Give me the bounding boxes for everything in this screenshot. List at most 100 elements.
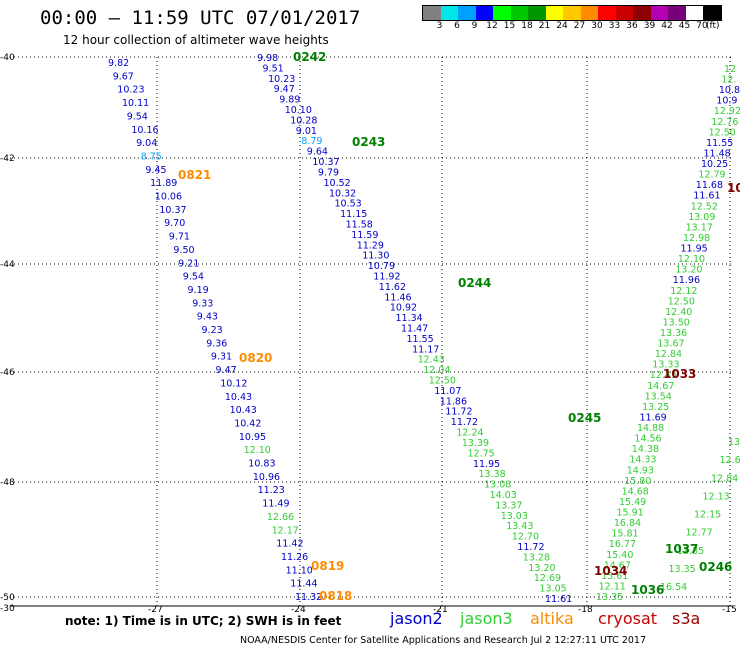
wave-height-point: 12 xyxy=(724,64,736,75)
track-points: 9.82 9.67 10.23 10.11 9.54 10.16 9.04 8.75 9.45 1… xyxy=(108,53,740,605)
wave-height-point: 10.06 xyxy=(155,192,182,203)
wave-height-point: 12.50 xyxy=(709,127,736,138)
wave-height-point: 10.37 xyxy=(312,157,339,168)
wave-height-point: 10.23 xyxy=(117,85,144,96)
color-scale-tick-label: 18 xyxy=(521,21,533,31)
latitude-label: -42 xyxy=(0,154,15,164)
wave-height-point: 12.11 xyxy=(599,581,626,592)
color-scale-tick-label: 36 xyxy=(626,21,638,31)
wave-height-point: 11.46 xyxy=(384,292,411,303)
wave-height-point: 9.89 xyxy=(279,95,300,106)
longitude-label: -21 xyxy=(433,605,448,615)
wave-height-point: 12.77 xyxy=(686,528,713,539)
wave-height-point: 8.79 xyxy=(301,136,322,147)
pass-time-label: 1033 xyxy=(663,367,696,381)
wave-height-point: 12.50 xyxy=(429,376,456,387)
wave-height-point: 13.20 xyxy=(675,265,702,276)
wave-height-point: 10.42 xyxy=(234,419,261,430)
color-scale-tick-label: 42 xyxy=(661,21,673,31)
color-scale-unit: (ft) xyxy=(706,21,720,31)
wave-height-point: 14.03 xyxy=(490,490,517,501)
color-swatch xyxy=(563,6,581,20)
wave-height-point: 11.49 xyxy=(262,499,289,510)
wave-height-point: 11.86 xyxy=(440,396,467,407)
wave-height-point: 15.81 xyxy=(611,529,638,540)
wave-height-point: 9.51 xyxy=(263,63,284,74)
wave-height-point: 10.96 xyxy=(253,472,280,483)
wave-height-point: 12.76 xyxy=(711,117,738,128)
wave-height-point: 9.71 xyxy=(169,232,190,243)
wave-height-point: 14.67 xyxy=(647,381,674,392)
wave-height-point: 9.31 xyxy=(211,352,232,363)
wave-height-point: 11.26 xyxy=(281,552,308,563)
wave-height-point: 10.11 xyxy=(122,98,149,109)
wave-height-point: 13.17 xyxy=(686,222,713,233)
wave-height-point: 9.79 xyxy=(318,167,339,178)
wave-height-point: 12.92 xyxy=(714,106,740,117)
map-subtitle: 12 hour collection of altimeter wave hei… xyxy=(63,33,329,47)
wave-height-point: 13.33 xyxy=(652,360,679,371)
note-text: note: 1) Time is in UTC; 2) SWH is in fe… xyxy=(65,614,342,628)
wave-height-point: 9.21 xyxy=(178,258,199,269)
wave-height-point: 10.16 xyxy=(131,125,158,136)
pass-time-label: 0242 xyxy=(293,50,326,64)
wave-height-point: 12.79 xyxy=(698,170,725,181)
lat-lon-grid xyxy=(10,56,732,607)
wave-height-point: 11.34 xyxy=(396,313,423,324)
wave-height-point: 14.67 xyxy=(604,560,631,571)
wave-height-point: 9.47 xyxy=(216,365,237,376)
wave-height-point: 11.07 xyxy=(434,386,461,397)
wave-height-point: 13.54 xyxy=(645,391,672,402)
wave-height-point: 12.75 xyxy=(468,448,495,459)
wave-height-point: 9.70 xyxy=(164,218,185,229)
wave-height-point: 9.54 xyxy=(183,272,204,283)
wave-height-point: 13.03 xyxy=(501,511,528,522)
wave-height-point: 12.52 xyxy=(691,201,718,212)
wave-height-point: 11.59 xyxy=(351,230,378,241)
wave-height-point: 11.96 xyxy=(673,275,700,286)
latitude-label: -40 xyxy=(0,53,15,63)
wave-height-point: 13.67 xyxy=(657,339,684,350)
wave-height-point: 8.75 xyxy=(141,151,162,162)
wave-height-point: 9.19 xyxy=(188,285,209,296)
axis-labels: -40 -42 -44 -46 -48 -50-30 -27 -24 -21 -18 -15 xyxy=(0,53,737,615)
legend-s3a: s3a xyxy=(672,609,701,628)
wave-height-point: 11.72 xyxy=(451,417,478,428)
color-scale-tick-label: 21 xyxy=(538,21,551,31)
color-swatch xyxy=(580,6,598,20)
wave-height-point: 12.70 xyxy=(512,532,539,543)
wave-height-point: 12.15 xyxy=(694,510,721,521)
wave-height-point: 9.47 xyxy=(274,84,295,95)
wave-height-point: 11.23 xyxy=(258,485,285,496)
legend-jason3: jason3 xyxy=(460,609,513,628)
wave-height-point: 12.13 xyxy=(703,491,730,502)
wave-height-point: 12.10 xyxy=(244,445,271,456)
wave-height-point: 10.92 xyxy=(390,303,417,314)
wave-height-point: 13.35 xyxy=(669,564,696,575)
wave-height-point: 9.36 xyxy=(206,338,227,349)
wave-height-point: 10.53 xyxy=(335,199,362,210)
wave-height-point: 11.62 xyxy=(379,282,406,293)
wave-height-point: 13.09 xyxy=(688,212,715,223)
color-scale-tick-label: 24 xyxy=(556,21,568,31)
legend-cryosat: cryosat xyxy=(598,609,658,628)
color-scale-legend xyxy=(422,5,722,21)
wave-height-point: 12.24 xyxy=(456,428,483,439)
wave-height-point: 15.40 xyxy=(606,550,633,561)
legend-jason2: jason2 xyxy=(390,609,443,628)
wave-height-point: 13.43 xyxy=(506,521,533,532)
wave-height-point: 9.33 xyxy=(192,298,213,309)
color-swatch xyxy=(685,6,703,20)
wave-height-point: 13.20 xyxy=(528,563,555,574)
wave-height-point: 10.25 xyxy=(701,159,728,170)
color-scale-tick-label: 45 xyxy=(678,21,691,31)
wave-height-point: 10.79 xyxy=(368,261,395,272)
wave-height-point: 13.38 xyxy=(479,469,506,480)
wave-height-point: 11.55 xyxy=(407,334,434,345)
wave-height-point: 9.98 xyxy=(257,53,278,64)
color-swatch xyxy=(668,6,686,20)
pass-time-label: 0243 xyxy=(352,135,385,149)
wave-height-point: 13.08 xyxy=(484,480,511,491)
pass-time-label: 0244 xyxy=(458,276,491,290)
wave-height-point: 13.36 xyxy=(660,328,687,339)
